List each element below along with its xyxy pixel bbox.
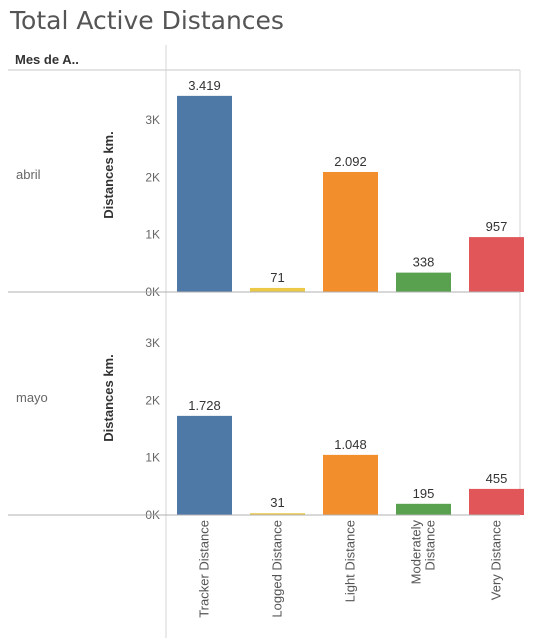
row-label-abril: abril (16, 167, 41, 182)
bar-abril-0 (177, 95, 232, 293)
chart-title: Total Active Distances (10, 6, 284, 35)
bar-mayo-4 (469, 488, 524, 515)
data-label-abril-1: 71 (270, 270, 284, 285)
data-label-abril-0: 3.419 (188, 78, 221, 93)
y-tick-mayo-1: 1K (145, 451, 160, 465)
y-axis-title-abril: Distances km. (101, 131, 116, 218)
bar-mayo-1 (250, 513, 305, 515)
data-label-abril-4: 957 (486, 219, 508, 234)
y-tick-abril-1: 1K (145, 228, 160, 242)
category-label-3-0: Moderately (409, 520, 424, 585)
y-tick-abril-2: 2K (145, 170, 160, 184)
data-label-mayo-3: 195 (413, 486, 435, 501)
category-label-3-1: Distance (423, 520, 438, 571)
category-label-2: Light Distance (343, 520, 358, 602)
y-tick-abril-3: 3K (145, 113, 160, 127)
category-label-1: Logged Distance (270, 520, 285, 618)
y-tick-mayo-3: 3K (145, 336, 160, 350)
category-label-0: Tracker Distance (197, 520, 212, 618)
bar-abril-2 (323, 171, 378, 292)
category-label-4: Very Distance (489, 520, 504, 600)
data-label-abril-2: 2.092 (334, 154, 367, 169)
row-header-label: Mes de A.. (15, 52, 79, 67)
y-axis-title-mayo: Distances km. (101, 354, 116, 441)
data-label-abril-3: 338 (413, 255, 435, 270)
y-tick-mayo-2: 2K (145, 393, 160, 407)
data-label-mayo-1: 31 (270, 495, 284, 510)
bar-abril-4 (469, 237, 524, 292)
bar-mayo-2 (323, 454, 378, 515)
bar-abril-1 (250, 287, 305, 292)
data-label-mayo-0: 1.728 (188, 398, 221, 413)
row-label-mayo: mayo (16, 390, 48, 405)
data-label-mayo-2: 1.048 (334, 437, 367, 452)
data-label-mayo-4: 455 (486, 471, 508, 486)
bar-mayo-3 (396, 503, 451, 515)
bar-abril-3 (396, 272, 451, 292)
bar-mayo-0 (177, 415, 232, 515)
